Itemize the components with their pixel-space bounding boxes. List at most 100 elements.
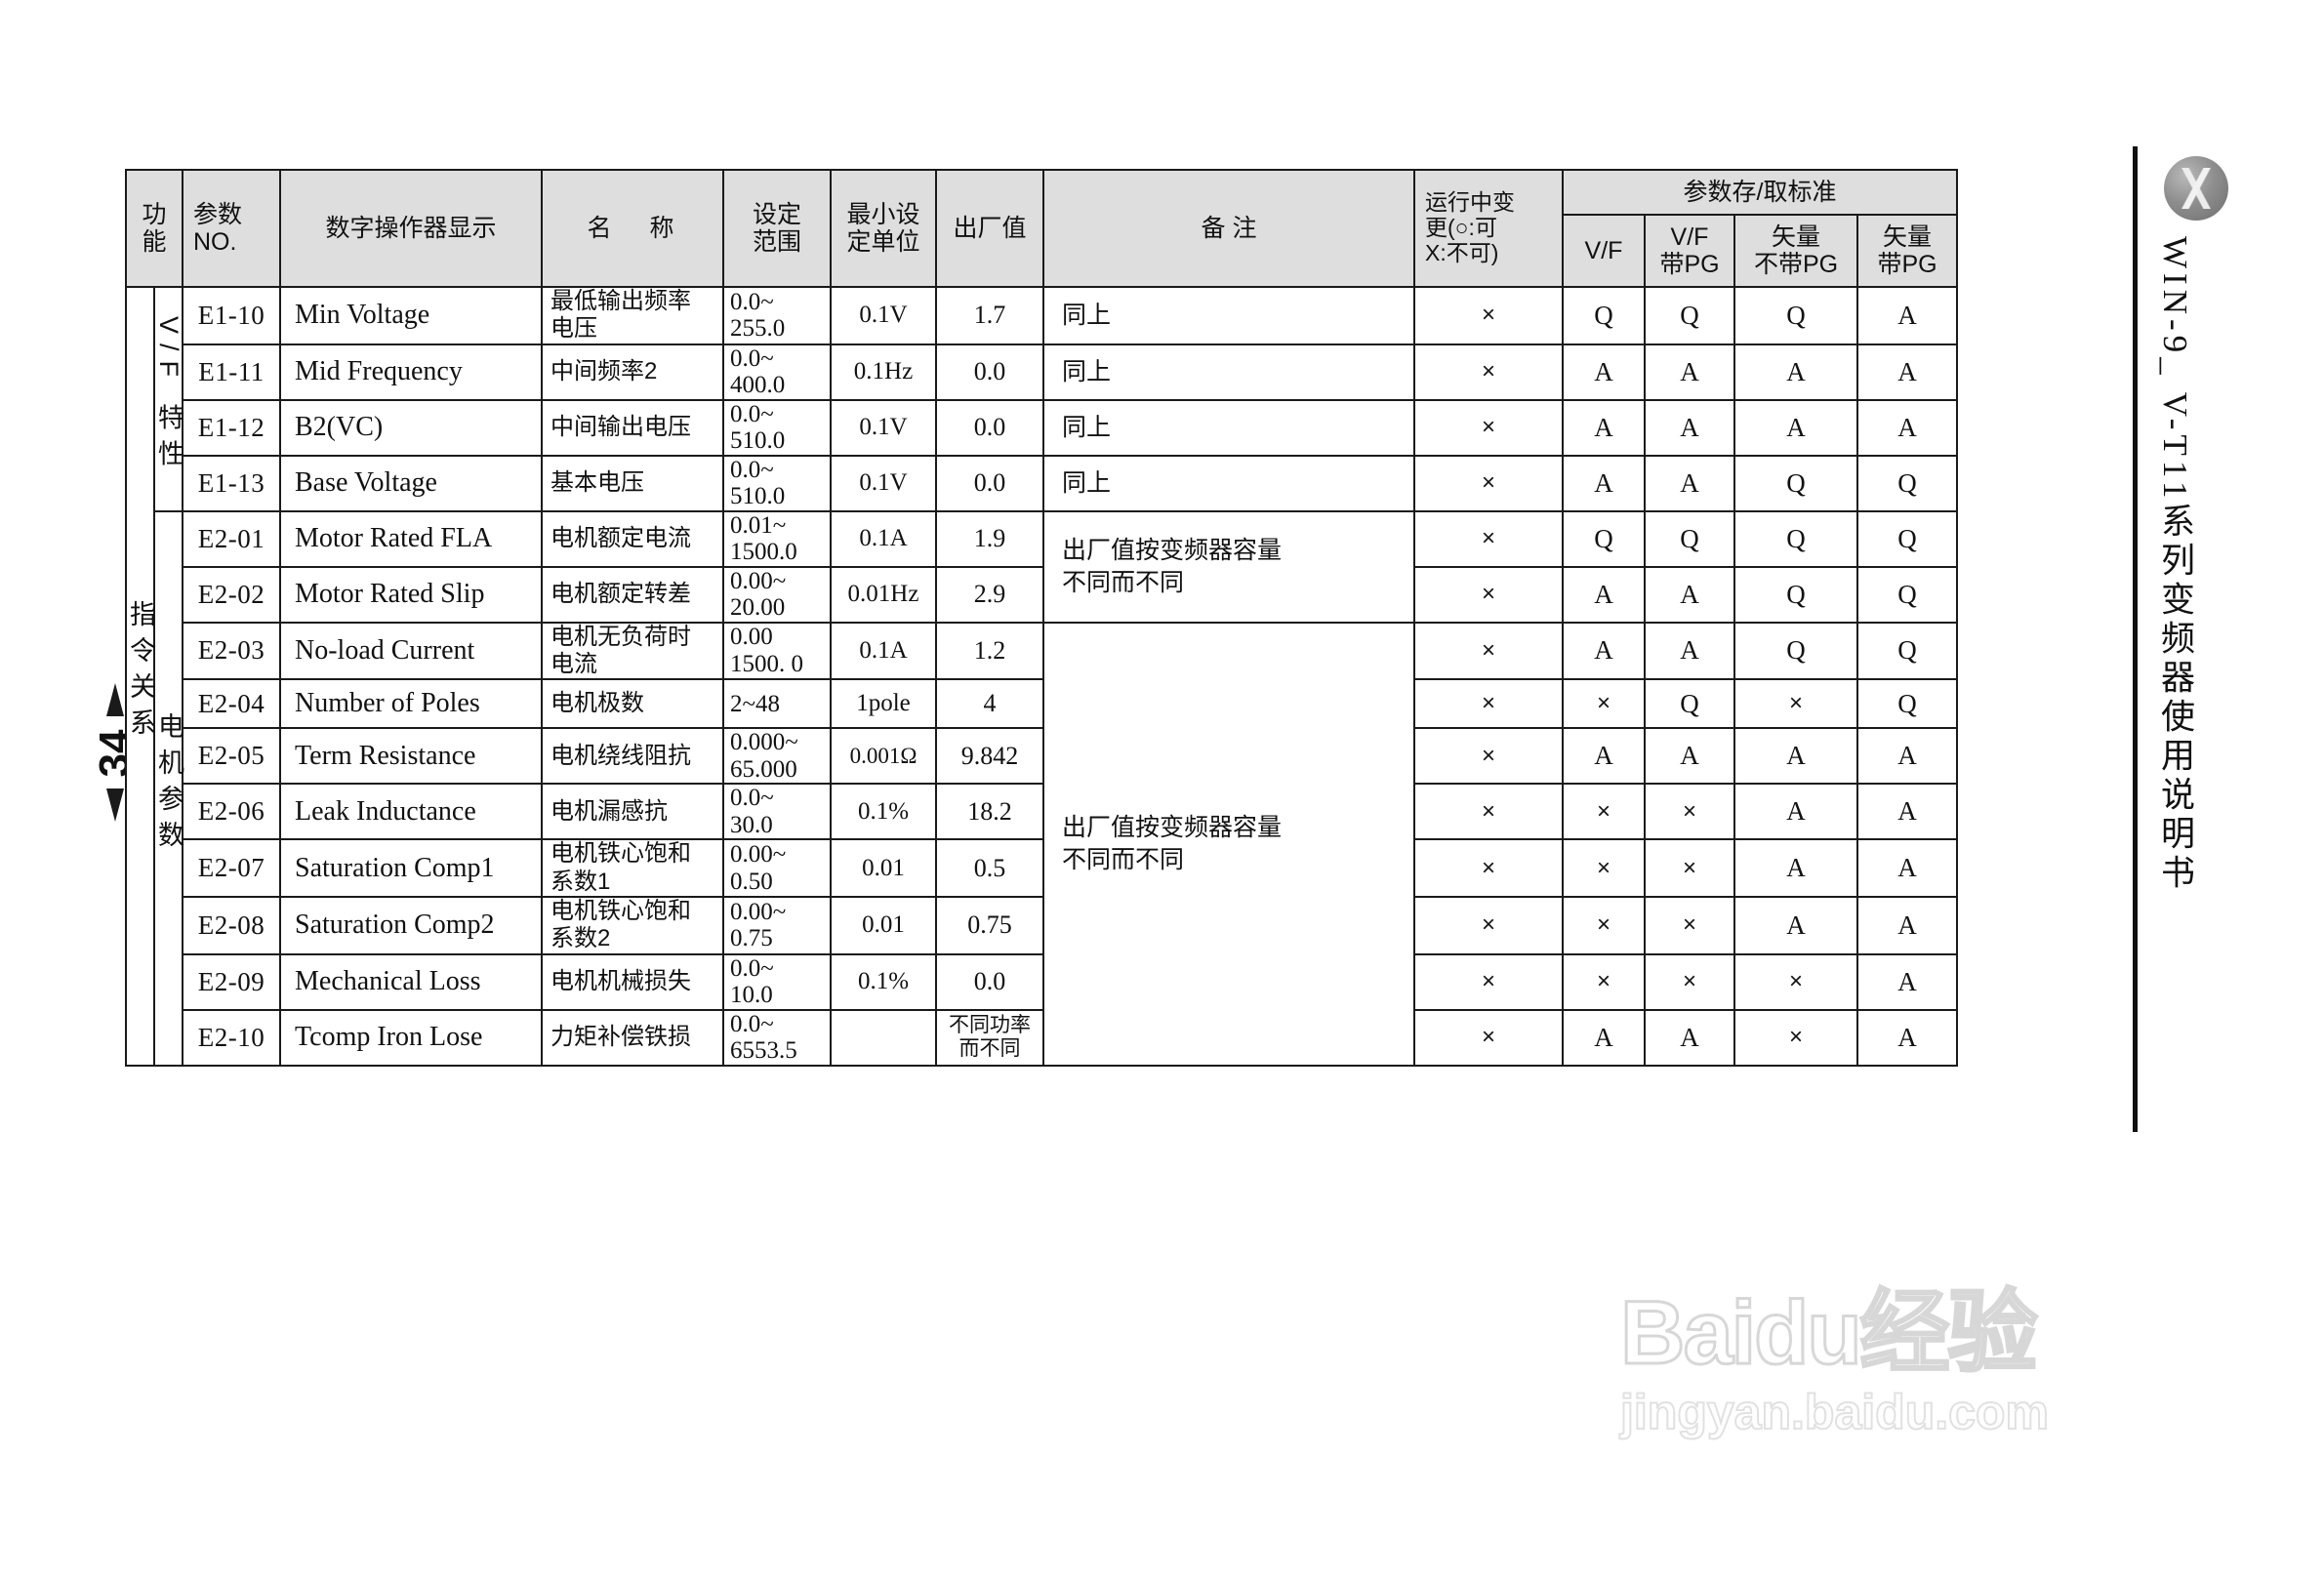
cell-run-change: × — [1413, 678, 1564, 730]
table-row: 电机参数 E2-01 Motor Rated FLA 电机额定电流 0.01~ … — [126, 509, 1958, 1067]
cell-std-vf-pg: Q — [1644, 678, 1735, 730]
watermark-brand: Baidu经验 — [1619, 1283, 2040, 1383]
cell-std-vf-pg: A — [1644, 727, 1735, 786]
cell-remark: 同上 — [1042, 286, 1415, 345]
table-row: E2-05 Term Resistance 电机绕线阻抗 0.000~ 65.0… — [126, 727, 1958, 786]
cell-operator-display: Motor Rated FLA — [279, 509, 543, 568]
cell-remark: 同上 — [1042, 454, 1415, 512]
page-marker-bottom-triangle-icon — [106, 788, 124, 822]
cell-param-no: E2-02 — [182, 565, 281, 624]
cell-name: 电机额定转差 — [541, 565, 724, 624]
parameter-table: 功 能 参数 NO. 数字操作器显示 名 称 设定 范围 最小设 定单位 出厂值… — [125, 169, 1958, 1067]
cell-std-vector-no-pg: × — [1733, 952, 1858, 1011]
cell-set-range: 0.0~ 510.0 — [722, 454, 832, 512]
table-body: 指令关系 V/F 特性 E1-10 Min Voltage 最低输出频率 电压 … — [125, 286, 1958, 1067]
cell-factory-value: 18.2 — [935, 783, 1044, 841]
cell-factory-value: 0.75 — [935, 895, 1044, 955]
cell-name: 基本电压 — [541, 454, 724, 512]
cell-std-vector-pg: A — [1856, 286, 1958, 345]
cell-factory-value: 1.7 — [935, 286, 1044, 345]
cell-min-unit: 0.01Hz — [830, 565, 937, 624]
cell-std-vf: × — [1562, 678, 1646, 730]
cell-std-vector-no-pg: Q — [1733, 286, 1858, 345]
table-row: E2-08 Saturation Comp2 电机铁心饱和 系数2 0.00~ … — [126, 895, 1958, 955]
cell-set-range: 0.00~ 0.50 — [722, 838, 832, 898]
cell-operator-display: B2(VC) — [279, 398, 543, 457]
cell-min-unit: 0.001Ω — [830, 727, 937, 786]
header-param-no: 参数 NO. — [182, 169, 281, 288]
header-standard-group: 参数存/取标准 — [1562, 169, 1958, 216]
cell-param-no: E2-10 — [182, 1008, 281, 1067]
table-row: 指令关系 V/F 特性 E1-10 Min Voltage 最低输出频率 电压 … — [125, 286, 1958, 1067]
cell-param-no: E2-09 — [182, 952, 281, 1011]
header-run-change: 运行中变 更(○:可 X:不可) — [1413, 169, 1564, 288]
cell-param-no: E2-05 — [182, 727, 281, 786]
cell-std-vector-no-pg: A — [1733, 398, 1858, 457]
cell-std-vector-pg: A — [1856, 952, 1958, 1011]
cell-name: 电机漏感抗 — [541, 783, 724, 841]
cell-name: 电机额定电流 — [541, 509, 724, 568]
cell-factory-value: 1.2 — [935, 621, 1044, 681]
cell-param-no: E2-03 — [182, 621, 281, 681]
cell-run-change: × — [1413, 621, 1564, 681]
cell-std-vector-no-pg: Q — [1733, 621, 1858, 681]
cell-run-change: × — [1413, 286, 1564, 345]
cell-param-no: E1-12 — [182, 398, 281, 457]
header-name: 名 称 — [541, 169, 724, 288]
header-row-2: V/F V/F 带PG 矢量 不带PG 矢量 带PG — [126, 214, 1958, 288]
cell-std-vector-no-pg: A — [1733, 895, 1858, 955]
cell-operator-display: Saturation Comp1 — [279, 838, 543, 898]
cell-std-vector-no-pg: Q — [1733, 565, 1858, 624]
cell-factory-value: 0.0 — [935, 454, 1044, 512]
cell-name: 电机极数 — [541, 678, 724, 730]
cell-param-no: E2-04 — [182, 678, 281, 730]
watermark: Baidu经验 jingyan.baidu.com — [1619, 1283, 2245, 1439]
cell-std-vector-no-pg: A — [1733, 727, 1858, 786]
cell-std-vf: × — [1562, 952, 1646, 1011]
cell-std-vf: A — [1562, 727, 1646, 786]
cell-set-range: 0.0~ 30.0 — [722, 783, 832, 841]
header-min-unit: 最小设 定单位 — [830, 169, 937, 288]
cell-std-vf: Q — [1562, 286, 1646, 345]
cell-run-change: × — [1413, 727, 1564, 786]
cell-min-unit: 0.1% — [830, 783, 937, 841]
watermark-url: jingyan.baidu.com — [1619, 1385, 2050, 1439]
cell-std-vf: Q — [1562, 509, 1646, 568]
cell-run-change: × — [1413, 398, 1564, 457]
cell-param-no: E2-08 — [182, 895, 281, 955]
cell-factory-value: 0.0 — [935, 398, 1044, 457]
logo-zigzag-glyph — [2171, 168, 2222, 209]
cell-std-vf-pg: A — [1644, 565, 1735, 624]
cell-operator-display: Base Voltage — [279, 454, 543, 512]
page-marker: 34 — [76, 683, 154, 822]
cell-operator-display: Mechanical Loss — [279, 952, 543, 1011]
cell-param-no: E2-06 — [182, 783, 281, 841]
cell-factory-value: 4 — [935, 678, 1044, 730]
cell-run-change: × — [1413, 343, 1564, 401]
table-head: 功 能 参数 NO. 数字操作器显示 名 称 设定 范围 最小设 定单位 出厂值… — [125, 169, 1958, 288]
cell-std-vf-pg: A — [1644, 454, 1735, 512]
cell-std-vf: × — [1562, 895, 1646, 955]
cell-min-unit: 0.1% — [830, 952, 937, 1011]
cell-factory-value: 不同功率 而不同 — [935, 1008, 1044, 1067]
cell-std-vf: A — [1562, 343, 1646, 401]
cell-std-vector-no-pg: Q — [1733, 454, 1858, 512]
cell-std-vf: A — [1562, 565, 1646, 624]
cell-operator-display: Tcomp Iron Lose — [279, 1008, 543, 1067]
header-sub-vf-pg: V/F 带PG — [1644, 214, 1735, 288]
cell-std-vector-pg: Q — [1856, 565, 1958, 624]
cell-std-vector-pg: Q — [1856, 621, 1958, 681]
cell-operator-display: Min Voltage — [279, 286, 543, 345]
cell-min-unit: 0.01 — [830, 895, 937, 955]
cell-set-range: 0.00 1500. 0 — [722, 621, 832, 681]
cell-name: 最低输出频率 电压 — [541, 286, 724, 345]
side-banner-title: WIN-9_ V-T11系列变频器使用说明书 — [2156, 236, 2194, 894]
cell-run-change: × — [1413, 509, 1564, 568]
cell-std-vf-pg: × — [1644, 838, 1735, 898]
cell-std-vector-pg: A — [1856, 783, 1958, 841]
cell-min-unit: 1pole — [830, 678, 937, 730]
cell-min-unit: 0.01 — [830, 838, 937, 898]
header-sub-vector-no-pg: 矢量 不带PG — [1733, 214, 1858, 288]
cell-std-vf: × — [1562, 838, 1646, 898]
cell-min-unit: 0.1V — [830, 286, 937, 345]
